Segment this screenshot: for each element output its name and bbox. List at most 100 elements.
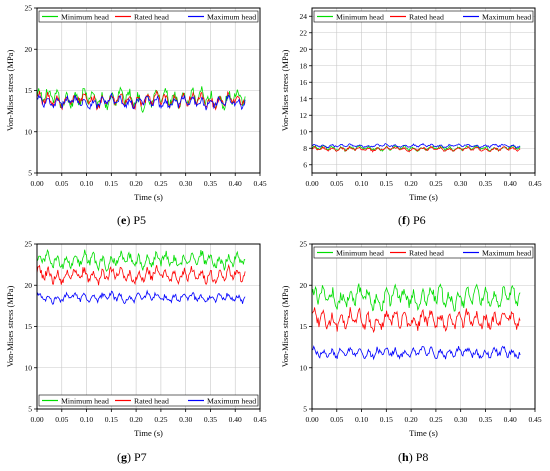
caption-letter-f: f [402, 213, 406, 227]
x-tick-label: 0.10 [80, 415, 93, 424]
legend-label: Minimum head [336, 249, 384, 258]
x-tick-label: 0.45 [253, 179, 266, 188]
caption-letter-g: g [121, 450, 127, 464]
y-tick-label: 25 [300, 240, 308, 249]
series-line-minimum-head [311, 283, 521, 312]
x-tick-label: 0.40 [504, 179, 517, 188]
y-axis-title: Von-Mises stress (MPa) [280, 286, 290, 368]
chart-panel-h: 0.00 0.05 0.10 0.15 0.20 0.25 0.30 0.35 0.40 0.45… [280, 240, 542, 439]
legend-box [313, 10, 534, 23]
legend-label: Minimum head [336, 13, 384, 22]
y-axis-title: Von-Mises stress (MPa) [5, 286, 15, 368]
legend: Minimum head Rated head Maximum head [313, 246, 534, 259]
x-tick-label: 0.35 [479, 415, 492, 424]
y-tick-label: 15 [300, 322, 308, 331]
x-tick-label: 0.15 [380, 179, 393, 188]
caption-text-g: P7 [134, 450, 147, 464]
x-tick-label: 0.40 [229, 415, 242, 424]
x-tick-label: 0.25 [429, 179, 442, 188]
grid [36, 243, 261, 410]
legend-box [38, 394, 259, 407]
caption-text-e: P5 [133, 213, 147, 227]
legend-box [313, 246, 534, 259]
y-tick-label: 15 [25, 322, 33, 331]
y-tick-label: 12 [300, 111, 308, 120]
x-tick-label: 0.15 [105, 415, 118, 424]
y-tick-label: 10 [300, 127, 308, 136]
grid [36, 7, 261, 174]
y-tick-label: 14 [300, 94, 308, 103]
series-line-rated-head [311, 145, 521, 153]
x-tick-label: 0.00 [305, 415, 318, 424]
legend-label: Rated head [409, 13, 444, 22]
y-tick-label: 24 [300, 12, 308, 21]
legend-label: Maximum head [207, 13, 256, 22]
x-tick-label: 0.20 [405, 179, 418, 188]
x-tick-label: 0.30 [179, 179, 192, 188]
x-tick-label: 0.05 [55, 415, 68, 424]
x-tick-label: 0.00 [305, 179, 318, 188]
y-tick-label: 20 [25, 45, 33, 54]
x-tick-label: 0.10 [80, 179, 93, 188]
legend: Minimum head Rated head Maximum head [38, 10, 259, 23]
legend-label: Minimum head [61, 13, 109, 22]
y-tick-label: 20 [300, 45, 308, 54]
x-tick-label: 0.20 [130, 415, 143, 424]
series-line-maximum-head [36, 92, 246, 111]
caption-f: (f) P6 [398, 213, 426, 227]
legend-label: Maximum head [482, 249, 531, 258]
legend: Minimum head Rated head Maximum head [38, 394, 259, 407]
series-line-rated-head [36, 263, 246, 286]
caption-letter-e: e [121, 213, 127, 227]
series-line-maximum-head [311, 142, 521, 149]
y-tick-label: 8 [303, 144, 307, 153]
y-tick-label: 18 [300, 61, 308, 70]
x-tick-label: 0.10 [355, 179, 368, 188]
x-tick-label: 0.35 [204, 179, 217, 188]
y-tick-label: 5 [28, 169, 32, 178]
series-line-rated-head [311, 307, 521, 334]
x-axis-title: Time (s) [134, 428, 163, 438]
legend-label: Rated head [134, 397, 169, 406]
legend-label: Rated head [409, 249, 444, 258]
x-tick-label: 0.20 [405, 415, 418, 424]
x-tick-label: 0.40 [229, 179, 242, 188]
legend-label: Maximum head [482, 13, 531, 22]
y-tick-label: 25 [25, 240, 33, 249]
series-line-maximum-head [36, 289, 246, 305]
series-line-maximum-head [311, 345, 521, 361]
caption-text-f: P6 [413, 213, 426, 227]
y-tick-label: 5 [28, 405, 32, 414]
y-tick-label: 10 [25, 127, 33, 136]
y-tick-label: 5 [303, 405, 307, 414]
series-line-minimum-head [36, 248, 246, 272]
y-tick-label: 10 [300, 363, 308, 372]
x-tick-label: 0.20 [130, 179, 143, 188]
x-tick-label: 0.30 [454, 415, 467, 424]
caption-g: (g) P7 [117, 450, 147, 464]
x-tick-label: 0.00 [30, 415, 43, 424]
legend-box [38, 10, 259, 23]
y-tick-label: 16 [300, 78, 308, 87]
y-tick-label: 22 [300, 28, 308, 37]
grid [311, 243, 536, 410]
x-tick-label: 0.15 [380, 415, 393, 424]
y-tick-label: 20 [300, 281, 308, 290]
y-tick-label: 20 [25, 281, 33, 290]
x-tick-label: 0.05 [55, 179, 68, 188]
x-axis-title: Time (s) [409, 428, 438, 438]
x-tick-label: 0.30 [454, 179, 467, 188]
legend-label: Minimum head [61, 397, 109, 406]
y-axis-title: Von-Mises stress (MPa) [5, 50, 15, 132]
x-tick-label: 0.45 [528, 179, 541, 188]
x-tick-label: 0.15 [105, 179, 118, 188]
x-tick-label: 0.10 [355, 415, 368, 424]
x-tick-label: 0.35 [204, 415, 217, 424]
x-axis-title: Time (s) [409, 192, 438, 202]
x-tick-label: 0.40 [504, 415, 517, 424]
y-tick-label: 25 [25, 4, 33, 13]
legend: Minimum head Rated head Maximum head [313, 10, 534, 23]
caption-letter-h: h [402, 450, 409, 464]
chart-panel-e: 0.00 0.05 0.10 0.15 0.20 0.25 0.30 0.35 0.40 0.45… [5, 4, 267, 203]
y-axis-title: Von-Mises stress (MPa) [280, 50, 290, 132]
